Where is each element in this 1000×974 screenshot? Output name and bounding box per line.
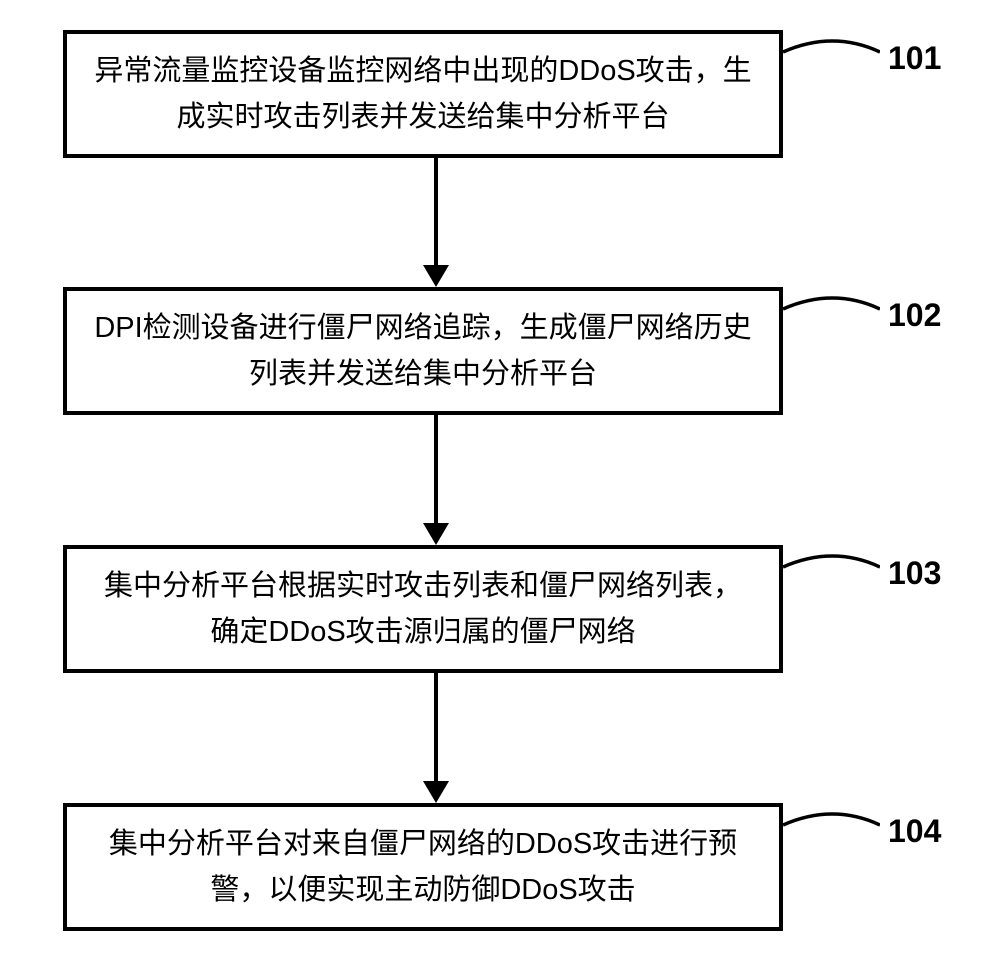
step-label-104: 104 <box>888 813 941 850</box>
step-text: 集中分析平台根据实时攻击列表和僵尸网络列表，确定DDoS攻击源归属的僵尸网络 <box>91 563 755 656</box>
flowchart-step-101: 异常流量监控设备监控网络中出现的DDoS攻击，生成实时攻击列表并发送给集中分析平… <box>63 30 783 158</box>
step-label-102: 102 <box>888 297 941 334</box>
flowchart-step-103: 集中分析平台根据实时攻击列表和僵尸网络列表，确定DDoS攻击源归属的僵尸网络 <box>63 545 783 673</box>
connector-curve <box>783 30 880 70</box>
step-label-101: 101 <box>888 40 941 77</box>
flowchart-step-102: DPI检测设备进行僵尸网络追踪，生成僵尸网络历史列表并发送给集中分析平台 <box>63 287 783 415</box>
flowchart-step-104: 集中分析平台对来自僵尸网络的DDoS攻击进行预警，以便实现主动防御DDoS攻击 <box>63 803 783 931</box>
flowchart-container: 异常流量监控设备监控网络中出现的DDoS攻击，生成实时攻击列表并发送给集中分析平… <box>0 0 1000 974</box>
step-text: DPI检测设备进行僵尸网络追踪，生成僵尸网络历史列表并发送给集中分析平台 <box>91 305 755 398</box>
step-text: 集中分析平台对来自僵尸网络的DDoS攻击进行预警，以便实现主动防御DDoS攻击 <box>91 821 755 914</box>
flowchart-arrow <box>423 158 449 287</box>
step-text: 异常流量监控设备监控网络中出现的DDoS攻击，生成实时攻击列表并发送给集中分析平… <box>91 48 755 141</box>
step-label-103: 103 <box>888 555 941 592</box>
connector-curve <box>783 803 880 843</box>
flowchart-arrow <box>423 415 449 545</box>
connector-curve <box>783 287 880 327</box>
flowchart-arrow <box>423 673 449 803</box>
connector-curve <box>783 545 880 585</box>
